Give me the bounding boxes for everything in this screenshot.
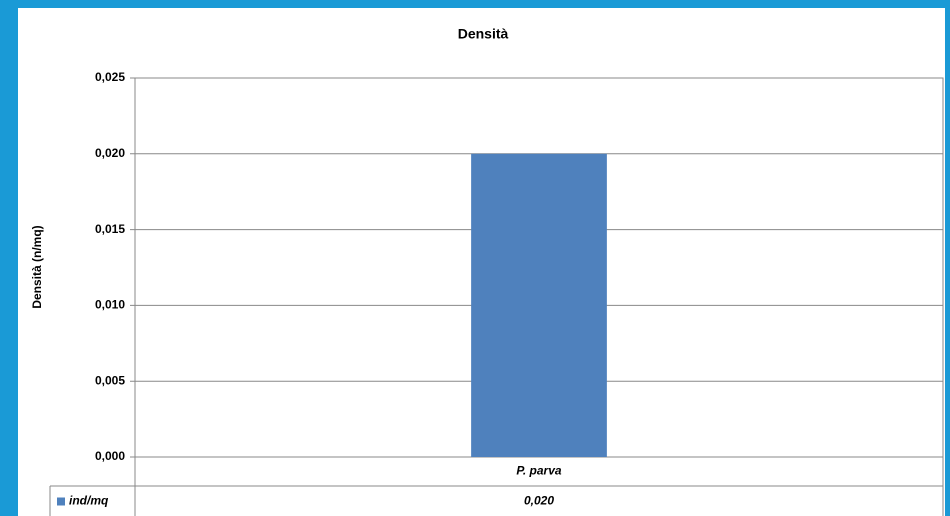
legend-label: ind/mq	[69, 494, 109, 508]
y-tick-label: 0,020	[95, 146, 125, 160]
x-tick-label: P. parva	[516, 464, 561, 478]
y-tick-label: 0,005	[95, 373, 125, 387]
legend-swatch	[57, 497, 65, 506]
y-tick-label: 0,025	[95, 70, 125, 84]
chart-title: Densità	[458, 26, 509, 42]
data-table-value: 0,020	[524, 494, 554, 508]
y-tick-label: 0,000	[95, 449, 125, 463]
y-tick-label: 0,010	[95, 298, 125, 312]
bar	[471, 153, 607, 458]
y-tick-label: 0,015	[95, 222, 125, 236]
y-axis-label: Densità (n/mq)	[30, 225, 44, 308]
